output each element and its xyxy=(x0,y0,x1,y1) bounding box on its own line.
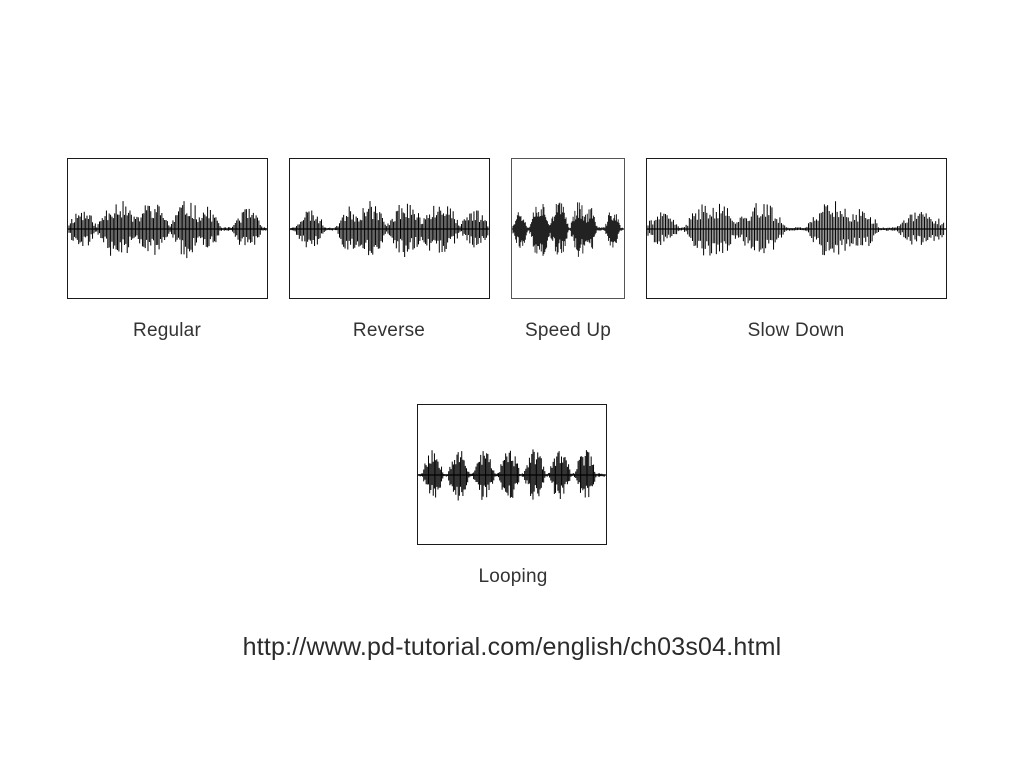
waveform-panel-speedup xyxy=(511,158,625,299)
caption-speedup: Speed Up xyxy=(524,320,612,341)
waveform-looping xyxy=(418,449,606,501)
source-url-link[interactable]: http://www.pd-tutorial.com/english/ch03s… xyxy=(242,633,782,661)
caption-reverse: Reverse xyxy=(352,320,426,341)
caption-regular: Regular xyxy=(133,320,201,341)
caption-slowdown: Slow Down xyxy=(747,320,845,341)
waveform-panel-reverse xyxy=(289,158,490,299)
waveform-regular xyxy=(68,201,267,259)
waveform-reverse xyxy=(290,201,489,257)
waveform-panel-looping xyxy=(417,404,607,545)
waveform-panel-regular xyxy=(67,158,268,299)
caption-looping: Looping xyxy=(478,566,548,587)
waveform-panel-slowdown xyxy=(646,158,947,299)
waveform-speedup xyxy=(512,202,624,257)
waveform-slowdown xyxy=(647,201,946,256)
